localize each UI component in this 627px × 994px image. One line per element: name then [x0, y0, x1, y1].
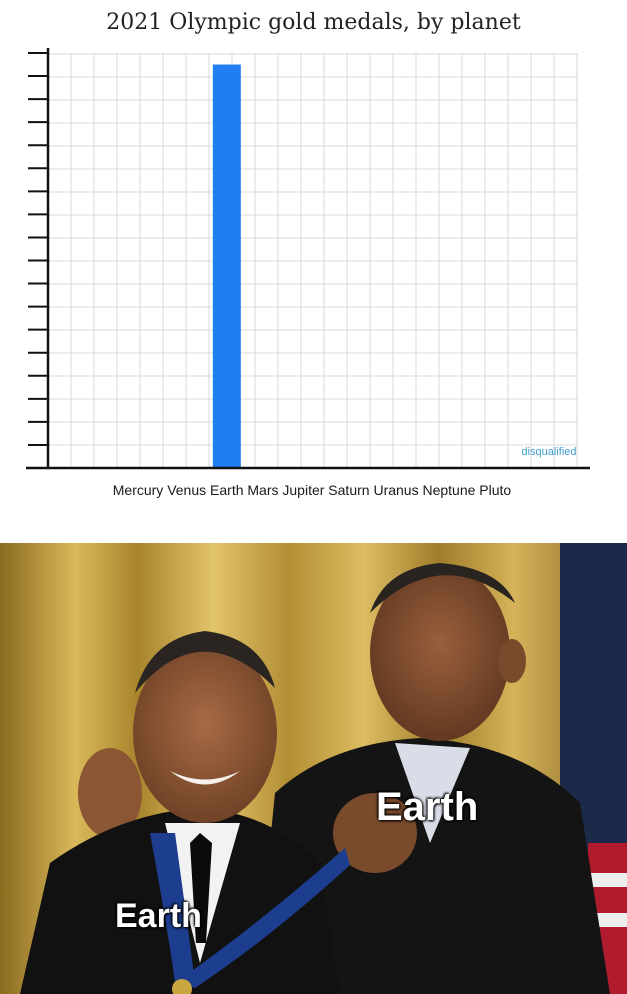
bars	[212, 64, 241, 469]
annotation-disqualified: disqualified	[521, 446, 576, 458]
giver-suit	[255, 738, 610, 994]
medal	[172, 979, 192, 994]
caption-receiver: Earth	[115, 897, 202, 935]
medal-ribbon	[150, 833, 195, 983]
caption-giver: Earth	[376, 785, 479, 829]
meme-photo: Earth Earth	[0, 543, 627, 994]
x-tick-label-venus: Venus	[163, 482, 206, 498]
giver-face	[370, 565, 510, 741]
chart-title: 2021 Olympic gold medals, by planet	[106, 10, 521, 35]
bar-chart: Mercury Venus Earth Mars Jupiter Saturn …	[26, 48, 590, 498]
medal-ceremony-illustration	[0, 543, 627, 994]
chart-panel: Mercury Venus Earth Mars Jupiter Saturn …	[26, 10, 590, 498]
giver-hand-left	[78, 748, 142, 838]
x-tick-label-mars: Mars	[244, 482, 279, 498]
receiver-hair	[135, 631, 275, 693]
x-tick-label-jupiter: Jupiter	[279, 482, 325, 498]
giver-shirt	[395, 743, 470, 843]
x-tick-label-earth: Earth	[206, 482, 243, 498]
grid	[47, 53, 578, 469]
x-tick-label-mercury: Mercury	[113, 482, 164, 498]
bar-earth	[212, 64, 241, 469]
giver-hair	[370, 563, 515, 613]
axes	[26, 48, 590, 470]
x-tick-label-saturn: Saturn	[324, 482, 369, 498]
x-tick-labels: Mercury Venus Earth Mars Jupiter Saturn …	[113, 482, 512, 498]
x-tick-label-uranus: Uranus	[370, 482, 419, 498]
receiver-smile	[170, 771, 240, 785]
giver-hand	[333, 793, 417, 873]
x-tick-label-neptune: Neptune	[419, 482, 476, 498]
receiver-face	[133, 643, 277, 823]
x-tick-label-pluto: Pluto	[475, 482, 511, 498]
receiver-tie	[190, 833, 212, 943]
